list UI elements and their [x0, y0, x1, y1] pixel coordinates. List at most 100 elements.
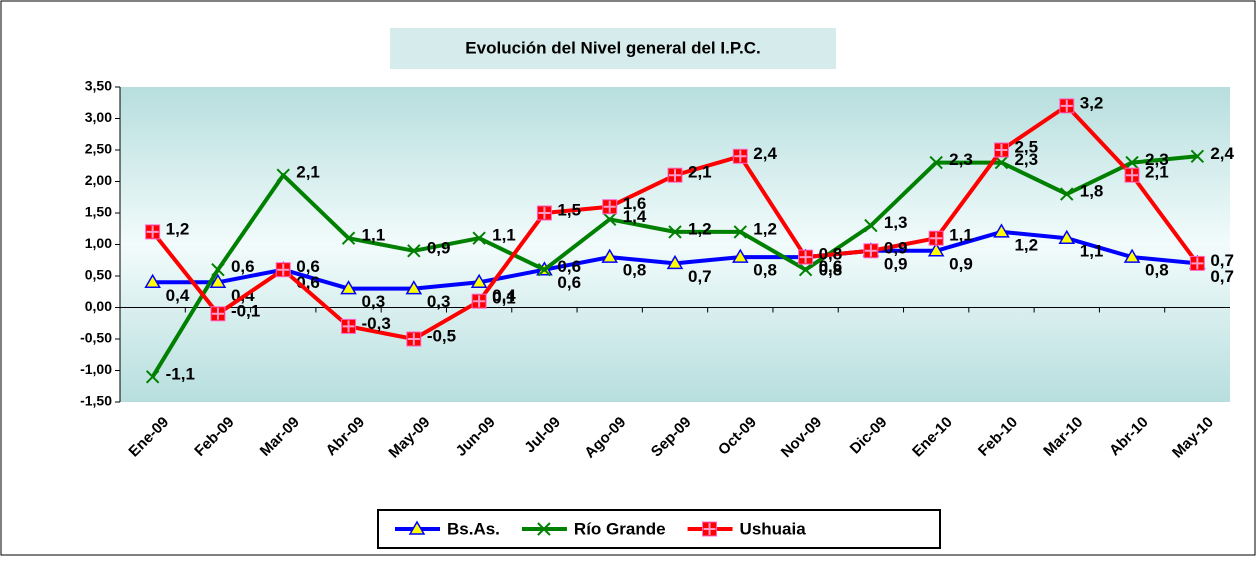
data-label: 1,2 [166, 219, 190, 238]
y-tick-label: 2,50 [85, 141, 112, 157]
marker [666, 254, 684, 270]
marker [405, 280, 423, 295]
marker [275, 262, 291, 278]
data-label: 0,9 [949, 254, 973, 273]
data-label: 0,8 [819, 261, 843, 280]
series: -1,1 0,6 2,1 1,1 0,9 1,1 0,6 1,4 1,2 1,2 0,6 1,3 2,3… [145, 144, 1235, 384]
marker [406, 331, 422, 347]
y-tick-label: 3,50 [85, 78, 112, 94]
y-tick-label: 0,50 [85, 267, 112, 283]
marker [601, 248, 619, 263]
marker [210, 306, 226, 322]
data-label: 1,2 [1014, 235, 1038, 254]
marker [472, 231, 486, 245]
data-label: 0,4 [492, 286, 516, 305]
marker [702, 521, 718, 537]
data-label: 0,9 [884, 238, 908, 257]
marker [537, 262, 552, 277]
y-tick-label: 1,50 [85, 204, 112, 220]
marker [145, 224, 161, 240]
data-label: 0,9 [884, 254, 908, 273]
legend-label: Bs.As. [447, 519, 500, 538]
y-tick-label: -1,00 [80, 361, 112, 377]
data-label: 1,8 [1080, 182, 1104, 201]
marker-cross [211, 307, 224, 320]
data-label: 2,5 [1014, 137, 1038, 156]
data-label: 0,8 [819, 245, 843, 264]
marker-cross [146, 225, 159, 238]
marker-cross [1060, 99, 1073, 112]
data-label: 0,3 [427, 292, 451, 311]
marker [993, 223, 1010, 238]
marker [731, 248, 749, 263]
data-label: 2,4 [1210, 144, 1234, 163]
data-label: 0,6 [557, 257, 581, 276]
y-tick-label: -0,50 [80, 330, 112, 346]
data-label: -1,1 [166, 364, 195, 383]
data-label: 1,1 [1080, 242, 1104, 261]
data-label: 2,3 [949, 150, 973, 169]
data-label: 1,1 [492, 226, 516, 245]
marker [1125, 155, 1139, 170]
data-label: 0,8 [623, 261, 647, 280]
data-label: 0,1 [492, 289, 516, 308]
marker-cross [342, 320, 355, 333]
y-tick-label: 2,00 [85, 172, 112, 188]
marker [341, 231, 356, 245]
data-label: 0,8 [753, 261, 777, 280]
marker [209, 273, 227, 289]
data-label: 2,3 [1014, 150, 1038, 169]
data-label: 1,1 [949, 226, 973, 245]
marker [732, 148, 748, 164]
marker-cross [799, 251, 812, 264]
data-label: 1,5 [557, 200, 581, 219]
data-label: 1,2 [688, 219, 712, 238]
data-label: 1,1 [362, 226, 386, 245]
marker [408, 520, 426, 535]
marker [863, 243, 879, 259]
marker [927, 242, 945, 257]
marker [471, 293, 487, 309]
data-label: 0,9 [427, 238, 451, 257]
marker-cross [1191, 257, 1204, 270]
marker-cross [930, 232, 943, 245]
marker-cross [538, 207, 551, 219]
marker [602, 199, 618, 215]
series: 0,4 0,40,60,3 0,3 0,40,60,8 0,7 0,8 0,8 0,9 0,91… [144, 223, 1234, 311]
marker [1189, 255, 1205, 271]
marker [144, 273, 161, 289]
marker [211, 262, 225, 277]
marker [407, 244, 421, 258]
data-label: 0,4 [166, 286, 190, 305]
data-label: 0,3 [362, 292, 386, 311]
legend [377, 509, 941, 549]
data-label: 0,7 [1210, 267, 1234, 286]
marker [798, 262, 813, 277]
data-label: 1,6 [623, 194, 647, 213]
plot-area [120, 87, 1230, 402]
legend-label: Ushuaia [740, 519, 807, 538]
data-label: 2,3 [1145, 150, 1169, 169]
data-label: 0,6 [819, 257, 843, 276]
marker [993, 142, 1009, 158]
y-tick-label: 3,00 [85, 109, 112, 125]
marker [733, 225, 748, 239]
data-label: 0,6 [296, 257, 320, 276]
data-label: 2,1 [296, 163, 320, 182]
marker [145, 370, 160, 384]
data-label: 0,6 [231, 257, 255, 276]
marker [470, 273, 488, 289]
marker [1060, 187, 1074, 201]
marker-cross [277, 263, 290, 276]
data-label: 1,4 [623, 207, 647, 226]
data-label: 2,1 [688, 163, 712, 182]
data-label: 2,4 [753, 144, 777, 163]
data-label: 0,8 [1145, 261, 1169, 280]
chart-title: Evolución del Nivel general del I.P.C. [465, 38, 760, 57]
marker-cross [864, 244, 877, 257]
y-tick-label: 0,00 [85, 298, 112, 314]
marker-cross [703, 523, 716, 535]
y-tick-label: -1,50 [80, 393, 112, 409]
marker-cross [734, 150, 747, 163]
title-box [390, 28, 836, 69]
